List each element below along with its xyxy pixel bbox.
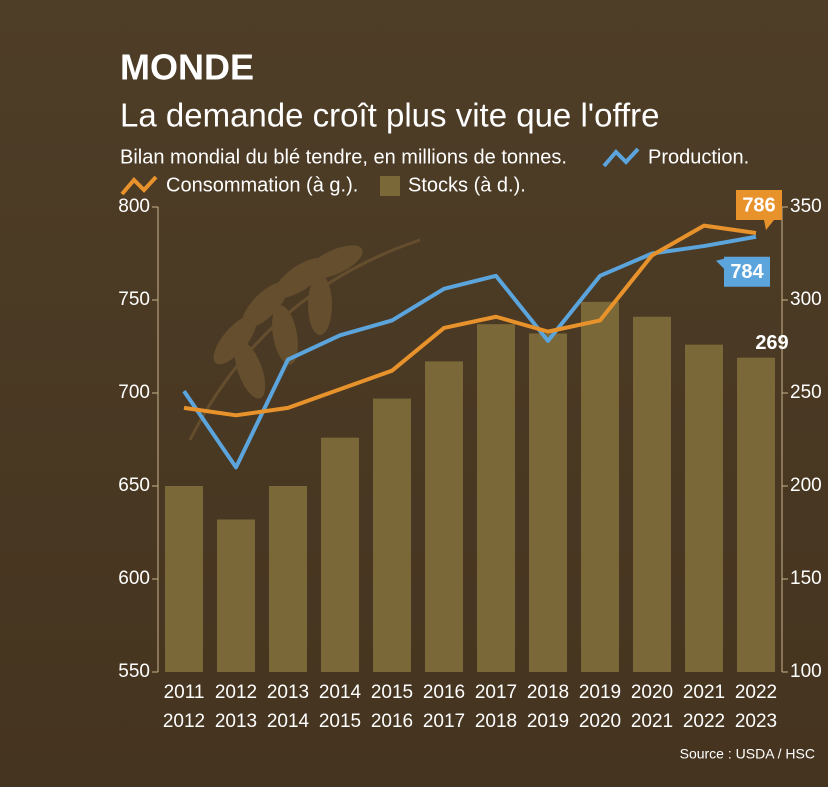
y2-tick-label: 350 (790, 196, 822, 217)
legend-swatch (602, 147, 640, 168)
data-label-box (716, 256, 770, 287)
bar (529, 333, 567, 672)
x-tick-label: 2012 (215, 682, 257, 703)
x-tick-label: 2014 (267, 711, 310, 732)
x-tick-label: 2015 (371, 682, 413, 703)
x-tick-label: 2016 (371, 711, 413, 732)
line (183, 223, 757, 418)
y2-tick-label: 100 (790, 661, 822, 682)
x-tick-label: 2012 (163, 711, 205, 732)
x-tick-label: 2020 (579, 711, 621, 732)
data-label: 269 (755, 332, 788, 354)
bar (321, 437, 359, 672)
y-tick-label: 550 (118, 661, 150, 682)
x-tick-label: 2022 (735, 682, 777, 703)
y-tick-label: 600 (118, 568, 150, 589)
data-label-box (736, 190, 782, 231)
x-tick-label: 2020 (631, 682, 673, 703)
y2-tick-label: 150 (790, 568, 822, 589)
chart-title: MONDE (120, 47, 254, 88)
x-tick-label: 2019 (579, 682, 621, 703)
caption: Bilan mondial du blé tendre, en millions… (120, 146, 567, 168)
x-tick-label: 2019 (527, 711, 569, 732)
data-label: 786 (742, 194, 775, 216)
x-tick-label: 2021 (631, 711, 673, 732)
x-tick-label: 2022 (683, 711, 725, 732)
bar (425, 361, 463, 672)
x-tick-label: 2017 (475, 682, 517, 703)
bar (633, 316, 671, 672)
legend-swatch (380, 176, 400, 196)
bar (217, 519, 255, 672)
legend-label: Production. (648, 146, 749, 168)
x-tick-label: 2021 (683, 682, 725, 703)
bar (737, 357, 775, 672)
x-tick-label: 2013 (267, 682, 309, 703)
x-tick-label: 2013 (215, 711, 257, 732)
bar (581, 301, 619, 672)
x-tick-label: 2018 (475, 711, 517, 732)
y-tick-label: 750 (118, 289, 150, 310)
legend-label: Consommation (à g.). (166, 174, 358, 196)
legend-label: Stocks (à d.). (408, 174, 526, 196)
bar (685, 344, 723, 672)
x-tick-label: 2016 (423, 682, 465, 703)
x-tick-label: 2011 (164, 682, 205, 703)
x-tick-label: 2018 (527, 682, 569, 703)
data-label: 784 (730, 261, 764, 283)
bar (477, 324, 515, 672)
y-tick-label: 650 (118, 475, 150, 496)
x-tick-label: 2015 (319, 711, 361, 732)
y-tick-label: 700 (118, 382, 150, 403)
chart-subtitle: La demande croît plus vite que l'offre (120, 97, 660, 134)
wheat-illustration (188, 238, 421, 441)
source: Source : USDA / HSC (680, 746, 815, 762)
x-tick-label: 2017 (423, 711, 465, 732)
legend-swatch (120, 175, 158, 196)
y-tick-label: 800 (118, 196, 150, 217)
y2-tick-label: 250 (790, 382, 822, 403)
x-tick-label: 2014 (319, 682, 362, 703)
y2-tick-label: 200 (790, 475, 822, 496)
y2-tick-label: 300 (790, 289, 822, 310)
x-tick-label: 2023 (735, 711, 777, 732)
bar (269, 486, 307, 672)
bar (373, 398, 411, 672)
bar (165, 486, 203, 672)
